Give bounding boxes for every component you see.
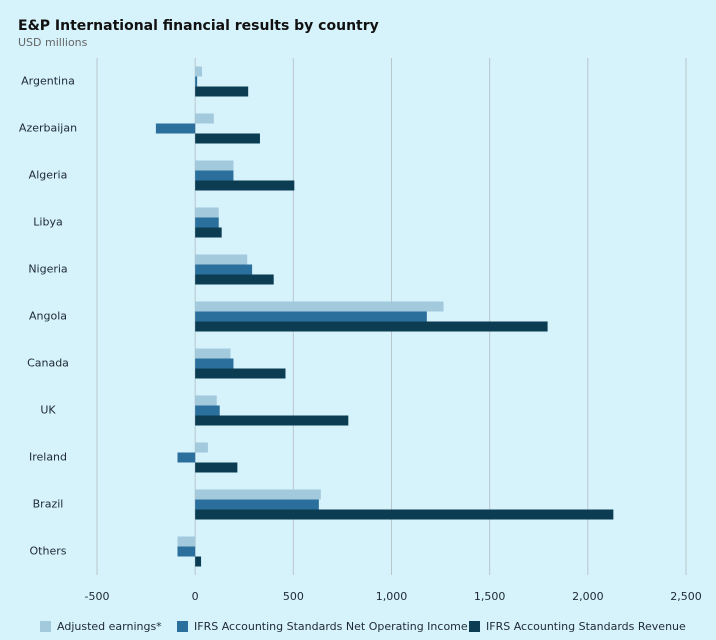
bar	[195, 133, 260, 144]
y-tick-label: Argentina	[21, 75, 75, 88]
bar	[155, 123, 196, 134]
bar	[195, 358, 234, 369]
bar	[195, 499, 319, 510]
bar	[195, 180, 295, 191]
y-tick-label: Angola	[29, 310, 67, 323]
bar	[195, 311, 427, 322]
bar	[195, 415, 349, 426]
x-tick-label: 0	[192, 590, 199, 603]
bar	[195, 113, 214, 124]
x-tick-label: -500	[85, 590, 110, 603]
legend-label: IFRS Accounting Standards Revenue	[486, 620, 686, 633]
bar	[195, 76, 198, 87]
y-tick-label: UK	[40, 404, 56, 417]
bar	[195, 442, 208, 453]
y-tick-label: Canada	[27, 357, 69, 370]
bar	[195, 462, 238, 473]
x-tick-label: 2,000	[572, 590, 604, 603]
x-tick-label: 500	[283, 590, 304, 603]
bar	[195, 395, 217, 406]
x-tick-label: 1,000	[376, 590, 408, 603]
bar	[195, 86, 249, 97]
chart-title: E&P International financial results by c…	[18, 18, 379, 34]
bar	[195, 170, 234, 181]
bar	[195, 264, 253, 275]
bar	[195, 160, 234, 171]
y-tick-label: Others	[30, 545, 67, 558]
bar	[195, 274, 274, 285]
bar	[195, 368, 286, 379]
bar	[195, 217, 219, 228]
chart-subtitle: USD millions	[18, 36, 88, 49]
bar	[195, 489, 321, 500]
bar	[195, 227, 222, 238]
bar	[195, 207, 219, 218]
bar	[177, 546, 196, 557]
bar	[195, 348, 231, 359]
bar	[195, 66, 203, 77]
y-tick-label: Brazil	[33, 498, 64, 511]
legend-swatch	[469, 621, 480, 632]
y-tick-label: Libya	[33, 216, 62, 229]
legend-swatch	[40, 621, 51, 632]
y-tick-label: Azerbaijan	[19, 122, 77, 135]
y-tick-label: Nigeria	[28, 263, 67, 276]
bar	[195, 301, 444, 312]
legend-swatch	[177, 621, 188, 632]
bar	[195, 254, 248, 265]
bar	[195, 509, 614, 520]
bar	[195, 556, 202, 567]
legend-label: Adjusted earnings*	[57, 620, 162, 633]
y-tick-label: Ireland	[29, 451, 67, 464]
y-tick-label: Algeria	[29, 169, 68, 182]
bar	[177, 452, 196, 463]
legend-label: IFRS Accounting Standards Net Operating …	[194, 620, 468, 633]
bar	[177, 536, 196, 547]
x-tick-label: 2,500	[670, 590, 702, 603]
x-tick-label: 1,500	[474, 590, 506, 603]
bar	[195, 405, 220, 416]
bar	[195, 321, 548, 332]
